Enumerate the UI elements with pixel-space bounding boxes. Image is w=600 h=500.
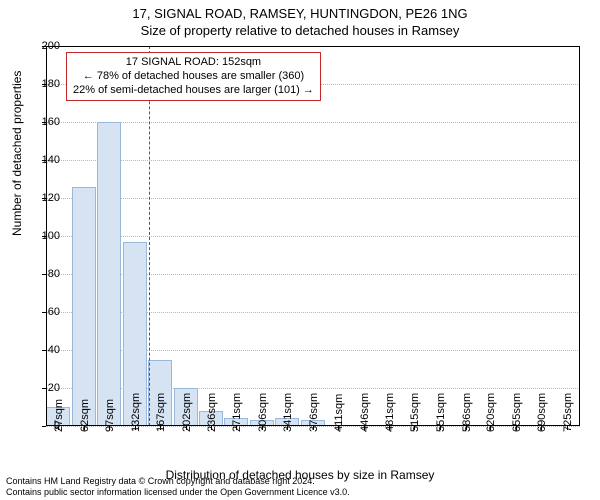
ytick-label: 180	[20, 78, 60, 90]
ytick-label: 40	[20, 344, 60, 356]
chart-area: 17 SIGNAL ROAD: 152sqm ← 78% of detached…	[46, 46, 580, 426]
annotation-line2: ← 78% of detached houses are smaller (36…	[73, 70, 314, 84]
footer-line2: Contains public sector information licen…	[6, 487, 350, 498]
annotation-line1: 17 SIGNAL ROAD: 152sqm	[73, 56, 314, 70]
ytick-label: 120	[20, 192, 60, 204]
annotation-line3: 22% of semi-detached houses are larger (…	[73, 84, 314, 98]
ytick-label: 60	[20, 306, 60, 318]
footer-attribution: Contains HM Land Registry data © Crown c…	[6, 476, 350, 498]
ytick-label: 100	[20, 230, 60, 242]
gridline	[46, 160, 580, 161]
histogram-bar	[97, 122, 121, 426]
ytick-label: 80	[20, 268, 60, 280]
gridline	[46, 236, 580, 237]
page-title-address: 17, SIGNAL ROAD, RAMSEY, HUNTINGDON, PE2…	[0, 6, 600, 21]
page-title-subtitle: Size of property relative to detached ho…	[0, 23, 600, 38]
histogram-bar	[72, 187, 96, 426]
gridline	[46, 46, 580, 47]
gridline	[46, 122, 580, 123]
ytick-label: 20	[20, 382, 60, 394]
ytick-label: 200	[20, 40, 60, 52]
page-root: 17, SIGNAL ROAD, RAMSEY, HUNTINGDON, PE2…	[0, 0, 600, 500]
ytick-label: 140	[20, 154, 60, 166]
footer-line1: Contains HM Land Registry data © Crown c…	[6, 476, 350, 487]
annotation-box: 17 SIGNAL ROAD: 152sqm ← 78% of detached…	[66, 52, 321, 101]
histogram-plot	[46, 46, 580, 426]
property-marker-line	[149, 46, 150, 426]
gridline	[46, 198, 580, 199]
ytick-label: 160	[20, 116, 60, 128]
